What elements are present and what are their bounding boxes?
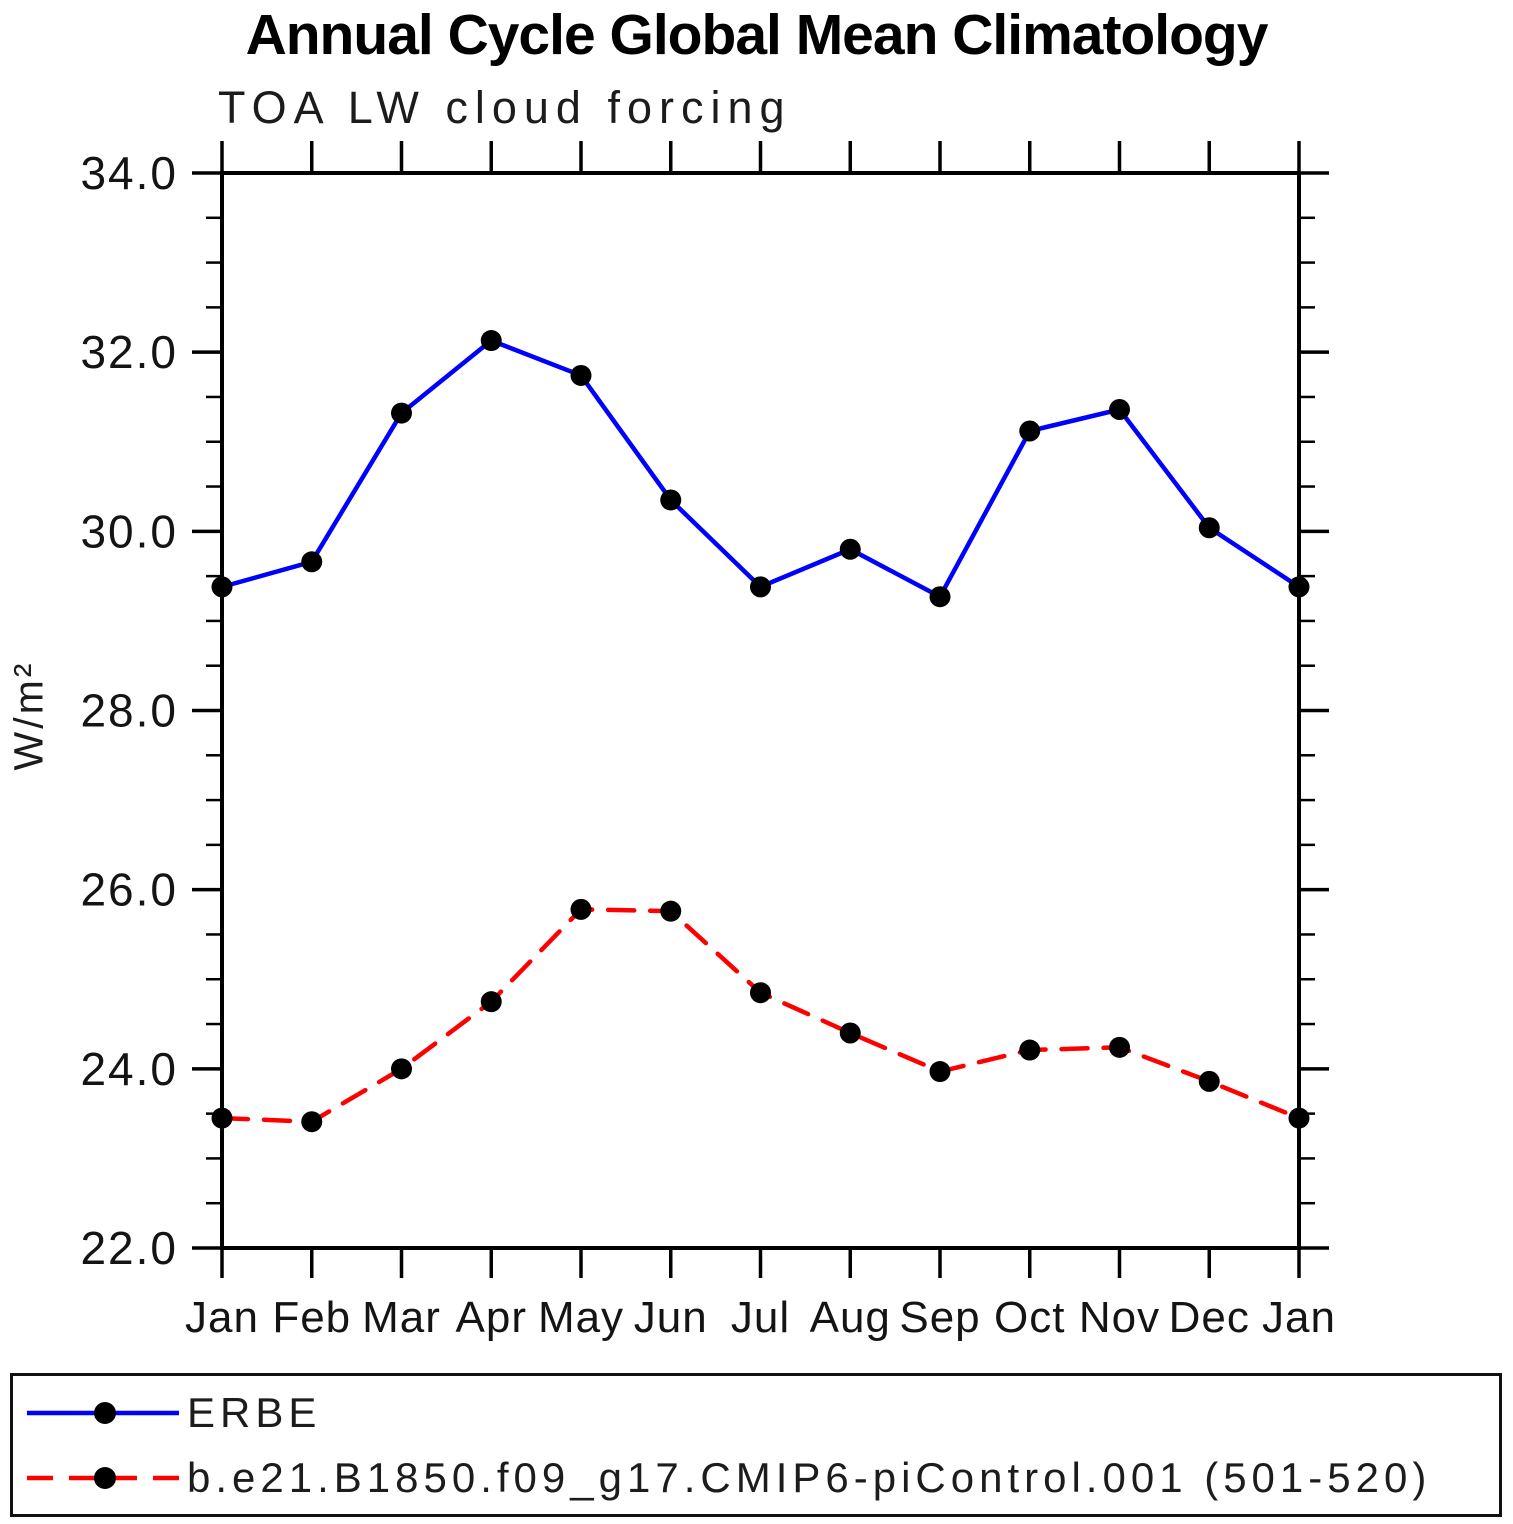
x-tick-label: Oct [994, 1293, 1065, 1342]
erbe-data-point-marker [391, 402, 412, 424]
x-tick-label: Jul [731, 1293, 790, 1342]
erbe-data-point-marker [1288, 576, 1310, 598]
erbe-data-point-marker [301, 551, 323, 573]
y-tick-label: 32.0 [80, 326, 178, 378]
x-tick-label: Nov [1079, 1293, 1160, 1342]
plot-area: 22.0 24.0 26.0 28.0 30.0 32.0 34.0 Jan Feb Mar Apr… [80, 141, 1336, 1342]
x-tick-label: Apr [456, 1293, 527, 1342]
chart-title: Annual Cycle Global Mean Climatology [245, 3, 1269, 67]
legend-entry-erbe: ERBE [21, 1388, 321, 1438]
model-line-sample-icon [27, 1467, 179, 1489]
erbe-data-point-marker [1198, 517, 1220, 539]
erbe-data-point-marker [211, 576, 233, 598]
x-tick-label: Jan [1262, 1293, 1336, 1342]
model-data-point-marker [1109, 1036, 1130, 1058]
axis-frame [220, 171, 1301, 1250]
model-data-point-marker [480, 991, 502, 1013]
y-tick-label: 28.0 [80, 685, 178, 737]
legend-box: ERBE b.e21.B1850.f09_g17.CMIP6-piControl… [10, 1373, 1502, 1517]
erbe-data-point-marker [660, 489, 682, 511]
erbe-data-point-marker [929, 586, 951, 608]
erbe-data-point-marker [839, 538, 861, 560]
x-tick-label: Jan [185, 1293, 259, 1342]
model-data-point-marker [750, 982, 771, 1004]
model-data-point-marker [211, 1107, 233, 1129]
y-tick-label: 22.0 [80, 1222, 178, 1274]
y-tick-label: 34.0 [80, 147, 178, 199]
x-tick-label: Feb [272, 1293, 351, 1342]
erbe-data-point-marker [480, 330, 502, 352]
erbe-line-sample-icon [27, 1402, 179, 1424]
erbe-data-point-marker [570, 364, 592, 386]
chart-subtitle: TOA LW cloud forcing [218, 82, 792, 133]
x-tick-label: Mar [362, 1293, 441, 1342]
model-data-point-marker [570, 898, 592, 920]
legend-label-erbe: ERBE [187, 1389, 322, 1436]
x-tick-label: May [538, 1293, 624, 1342]
erbe-data-point-marker [1019, 420, 1041, 442]
legend-label-model: b.e21.B1850.f09_g17.CMIP6-piControl.001 … [187, 1454, 1432, 1501]
x-tick-label: Aug [810, 1293, 891, 1342]
y-tick-label: 30.0 [80, 505, 178, 557]
model-data-point-marker [391, 1058, 412, 1080]
erbe-series-line [219, 338, 1302, 599]
erbe-data-point-marker [1109, 399, 1130, 420]
x-tick-label: Sep [899, 1293, 980, 1342]
x-tick-label: Jun [634, 1293, 708, 1342]
model-data-point-marker [1019, 1039, 1041, 1061]
legend-entry-model: b.e21.B1850.f09_g17.CMIP6-piControl.001 … [21, 1453, 1431, 1503]
model-data-point-marker [301, 1111, 323, 1133]
y-tick-label: 24.0 [80, 1043, 178, 1095]
y-tick-label: 26.0 [80, 864, 178, 916]
model-data-point-marker [929, 1061, 951, 1083]
model-data-point-marker [1198, 1070, 1220, 1092]
model-data-point-marker [839, 1022, 861, 1044]
model-data-point-marker [660, 900, 682, 922]
model-data-point-marker [1288, 1107, 1310, 1129]
model-series-line [219, 907, 1302, 1124]
x-tick-label: Dec [1169, 1293, 1250, 1342]
erbe-data-point-marker [750, 576, 771, 598]
